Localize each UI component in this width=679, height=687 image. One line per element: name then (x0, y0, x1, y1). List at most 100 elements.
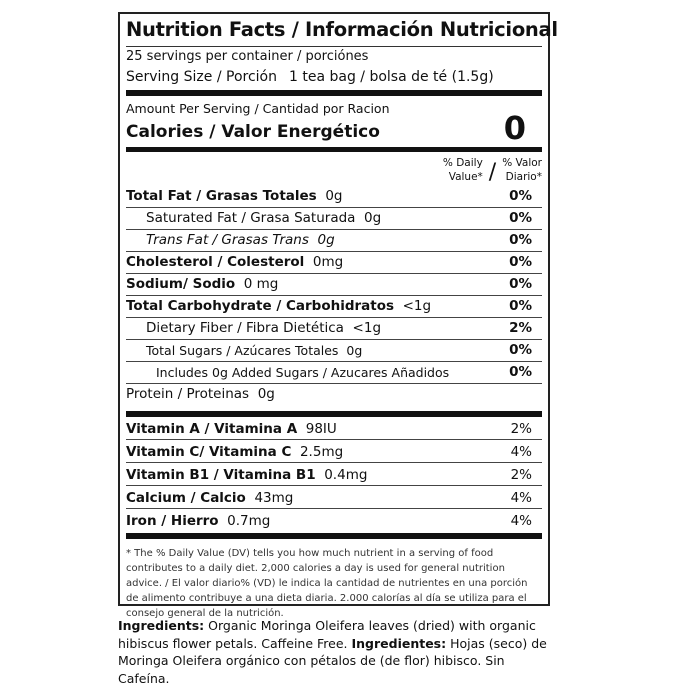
vitamin-name: Calcium / Calcio 43mg (126, 486, 293, 508)
nutrient-name: Dietary Fiber / Fibra Dietética <1g (126, 318, 381, 339)
ingredients-text-en: Organic Moringa Oleifera leaves (dried) … (118, 618, 536, 651)
dv-header-en-1: % Daily (442, 157, 483, 169)
vitamin-name: Vitamin C/ Vitamina C 2.5mg (126, 440, 343, 462)
calories-row: Calories / Valor Energético 0 (126, 112, 542, 144)
nutrient-row: Total Sugars / Azúcares Totales 0g 0% (126, 339, 542, 361)
panel-title: Nutrition Facts / Información Nutriciona… (126, 14, 558, 47)
nutrient-name: Includes 0g Added Sugars / Azucares Añad… (126, 362, 453, 383)
vitamin-label: Vitamin B1 / Vitamina B1 (126, 467, 316, 483)
nutrient-name: Cholesterol / Colesterol 0mg (126, 252, 343, 273)
nutrient-label: Saturated Fat / Grasa Saturada (146, 210, 356, 226)
vitamin-row: Calcium / Calcio 43mg 4% (126, 485, 542, 508)
vitamin-amount: 43mg (254, 490, 294, 506)
nutrient-amount: 0g (317, 232, 335, 248)
divider-thick (126, 533, 542, 539)
vitamin-amount: 98IU (305, 421, 337, 437)
nutrient-dv: 0% (509, 210, 532, 226)
vitamin-dv: 4% (510, 444, 532, 460)
nutrient-dv: 2% (509, 320, 532, 336)
nutrient-row: Total Carbohydrate / Carbohidratos <1g 0% (126, 295, 542, 317)
daily-value-header: % Daily Value* / % Valor Diario* (126, 152, 542, 186)
servings-per-container: 25 servings per container / porciónes (126, 49, 369, 64)
nutrient-dv: 0% (509, 254, 532, 270)
nutrient-name: Total Carbohydrate / Carbohidratos <1g (126, 296, 431, 317)
nutrient-row: Protein / Proteinas 0g (126, 383, 542, 405)
nutrient-amount: <1g (352, 320, 382, 336)
serving-size-value: 1 tea bag / bolsa de té (1.5g) (288, 69, 494, 85)
nutrient-amount: <1g (402, 298, 432, 314)
dv-header-es-2: Diario* (505, 171, 542, 183)
nutrient-label: Total Carbohydrate / Carbohidratos (126, 298, 395, 314)
nutrient-label: Cholesterol / Colesterol (126, 254, 305, 270)
vitamin-dv: 4% (510, 490, 532, 506)
nutrient-dv: 0% (509, 276, 532, 292)
nutrient-name: Trans Fat / Grasas Trans 0g (126, 230, 335, 251)
vitamin-dv: 2% (510, 467, 532, 483)
vitamin-label: Vitamin A / Vitamina A (126, 421, 298, 437)
divider-thick (126, 90, 542, 96)
nutrient-name: Total Sugars / Azúcares Totales 0g (126, 340, 362, 361)
nutrient-row: Dietary Fiber / Fibra Dietética <1g 2% (126, 317, 542, 339)
calories-value: 0 (503, 109, 526, 147)
nutrient-label: Sodium/ Sodio (126, 276, 236, 292)
vitamin-label: Iron / Hierro (126, 513, 219, 529)
ingredients: Ingredients: Organic Moringa Oleifera le… (118, 617, 558, 687)
vitamin-name: Vitamin A / Vitamina A 98IU (126, 417, 337, 439)
divider-medium (126, 147, 542, 152)
nutrient-list: Total Fat / Grasas Totales 0g 0% Saturated… (126, 186, 542, 405)
nutrient-label: Trans Fat / Grasas Trans (146, 232, 309, 248)
nutrient-amount: 0mg (312, 254, 344, 270)
nutrient-label: Total Fat / Grasas Totales (126, 188, 317, 204)
vitamin-name: Iron / Hierro 0.7mg (126, 509, 270, 531)
nutrient-amount: 0g (325, 188, 343, 204)
ingredients-text-es: Hojas (seco) de Moringa Oleifera orgánic… (118, 635, 547, 686)
serving-size-label: Serving Size / Porción (126, 69, 277, 85)
nutrient-label: Includes 0g Added Sugars / Azucares Añad… (156, 365, 450, 380)
nutrient-name: Sodium/ Sodio 0 mg (126, 274, 278, 295)
vitamin-amount: 2.5mg (299, 444, 344, 460)
nutrient-dv: 0% (509, 232, 532, 248)
ingredients-label-es: Ingredientes: (351, 635, 447, 651)
nutrient-amount: 0g (257, 386, 275, 402)
dv-header-en-2: Value* (448, 171, 483, 183)
calories-label: Calories / Valor Energético (126, 122, 380, 142)
vitamin-row: Vitamin A / Vitamina A 98IU 2% (126, 417, 542, 439)
vitamin-row: Vitamin B1 / Vitamina B1 0.4mg 2% (126, 462, 542, 485)
nutrient-row: Cholesterol / Colesterol 0mg 0% (126, 251, 542, 273)
ingredients-label-en: Ingredients: (118, 618, 205, 633)
nutrient-label: Protein / Proteinas (126, 386, 250, 402)
nutrient-dv: 0% (509, 342, 532, 358)
nutrient-amount: 0g (364, 210, 382, 226)
vitamin-label: Vitamin C/ Vitamina C (126, 444, 292, 460)
footnote: * The % Daily Value (DV) tells you how m… (126, 548, 528, 619)
nutrient-dv: 0% (509, 364, 532, 380)
nutrient-label: Dietary Fiber / Fibra Dietética (146, 320, 344, 336)
vitamin-amount: 0.4mg (324, 467, 368, 483)
vitamin-amount: 0.7mg (227, 513, 271, 529)
nutrient-row: Trans Fat / Grasas Trans 0g 0% (126, 229, 542, 251)
nutrient-dv: 0% (509, 188, 532, 204)
amount-per-serving: Amount Per Serving / Cantidad por Racion (126, 101, 390, 116)
dv-header-slash: / (488, 160, 497, 185)
vitamin-row: Vitamin C/ Vitamina C 2.5mg 4% (126, 439, 542, 462)
vitamin-list: Vitamin A / Vitamina A 98IU 2% Vitamin C/ … (126, 417, 542, 531)
serving-size: Serving Size / Porción 1 tea bag / bolsa … (126, 66, 542, 88)
nutrient-row: Saturated Fat / Grasa Saturada 0g 0% (126, 207, 542, 229)
nutrient-row: Includes 0g Added Sugars / Azucares Añad… (126, 361, 542, 383)
nutrient-row: Sodium/ Sodio 0 mg 0% (126, 273, 542, 295)
nutrient-dv: 0% (509, 298, 532, 314)
nutrient-amount: 0g (346, 343, 363, 358)
nutrient-name: Saturated Fat / Grasa Saturada 0g (126, 208, 381, 229)
nutrient-name: Protein / Proteinas 0g (126, 384, 275, 405)
vitamin-label: Calcium / Calcio (126, 490, 246, 506)
dv-header-es-1: % Valor (502, 157, 542, 169)
vitamin-row: Iron / Hierro 0.7mg 4% (126, 508, 542, 531)
nutrient-amount: 0 mg (243, 276, 279, 292)
divider-thick (126, 411, 542, 417)
nutrient-row: Total Fat / Grasas Totales 0g 0% (126, 186, 542, 207)
vitamin-name: Vitamin B1 / Vitamina B1 0.4mg (126, 463, 367, 485)
nutrition-facts-panel: Nutrition Facts / Información Nutriciona… (118, 12, 558, 619)
nutrient-label: Total Sugars / Azúcares Totales (146, 343, 339, 358)
nutrient-name: Total Fat / Grasas Totales 0g (126, 186, 342, 207)
vitamin-dv: 2% (510, 421, 532, 437)
